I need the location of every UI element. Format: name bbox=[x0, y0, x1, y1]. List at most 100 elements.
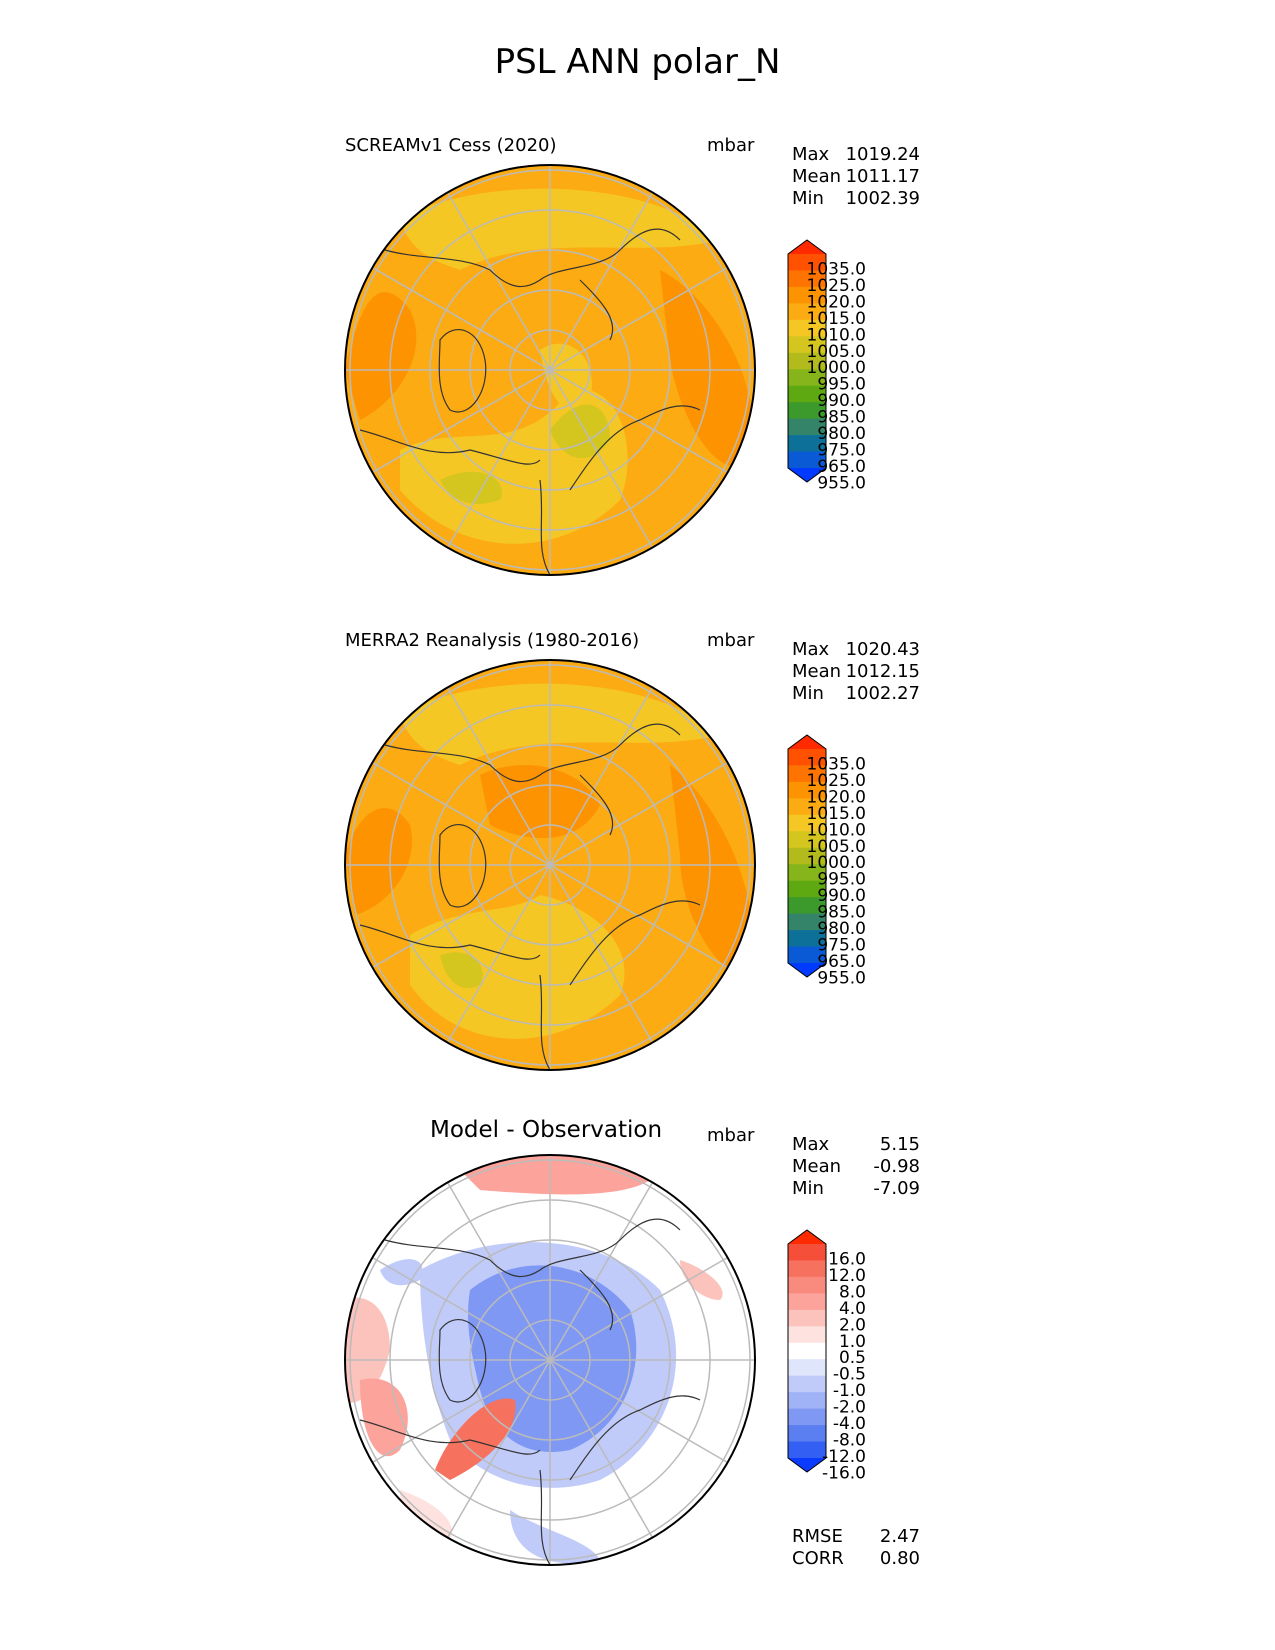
colorbar-tick-label: 985.0 bbox=[817, 408, 866, 428]
colorbar-tick-label: 1025.0 bbox=[807, 771, 866, 791]
colorbar-swatch bbox=[788, 1309, 826, 1327]
colorbar-swatch bbox=[788, 319, 826, 337]
colorbar-tick-label: 990.0 bbox=[817, 886, 866, 906]
colorbar-swatch bbox=[788, 385, 826, 403]
colorbar-swatch bbox=[788, 1293, 826, 1311]
polar-map bbox=[344, 659, 756, 1071]
colorbar-tick-label: 1035.0 bbox=[807, 754, 866, 774]
colorbar-swatch bbox=[788, 1244, 826, 1261]
colorbar-swatch bbox=[788, 286, 826, 304]
colorbar-tick-label: 0.5 bbox=[839, 1348, 866, 1368]
stat-label: Max bbox=[792, 144, 830, 165]
colorbar-tick-label: 955.0 bbox=[817, 968, 866, 988]
stat-value: 1020.43 bbox=[845, 639, 920, 660]
colorbar-swatch bbox=[788, 798, 826, 816]
colorbar-swatch bbox=[788, 880, 826, 898]
colorbar: 1035.01025.01020.01015.01010.01005.01000… bbox=[787, 734, 866, 988]
colorbar-tick-label: 12.0 bbox=[828, 1266, 866, 1286]
stat-value: -0.98 bbox=[873, 1156, 920, 1177]
stat-label: Mean bbox=[792, 166, 842, 187]
polar-map bbox=[344, 1154, 756, 1566]
units-label: mbar bbox=[707, 135, 755, 156]
colorbar-tick-label: 1000.0 bbox=[807, 358, 866, 378]
units-label: mbar bbox=[707, 1125, 755, 1146]
colorbar-tick-label: 1035.0 bbox=[807, 259, 866, 279]
stat-label: Mean bbox=[792, 661, 842, 682]
colorbar-swatch bbox=[788, 435, 826, 453]
stat-value: 1012.15 bbox=[845, 661, 920, 682]
colorbar-swatch bbox=[788, 864, 826, 882]
colorbar-tick-label: 1015.0 bbox=[807, 804, 866, 824]
colorbar-swatch bbox=[788, 1276, 826, 1294]
colorbar-tick-label: 2.0 bbox=[839, 1315, 866, 1335]
colorbar-tick-label: -4.0 bbox=[833, 1414, 866, 1434]
colorbar-tick-label: 1015.0 bbox=[807, 309, 866, 329]
colorbar-tick-label: 985.0 bbox=[817, 903, 866, 923]
panel-model: SCREAMv1 Cess (2020) mbar Max 1019.24 Mea… bbox=[0, 0, 1275, 576]
colorbar-tick-label: -0.5 bbox=[833, 1365, 866, 1385]
colorbar-swatch bbox=[788, 749, 826, 766]
stat-value: 1011.17 bbox=[845, 166, 920, 187]
colorbar-tick-label: 1000.0 bbox=[807, 853, 866, 873]
colorbar-swatch bbox=[788, 451, 826, 469]
stats-box: Max 1019.24 Mean 1011.17 Min 1002.39 bbox=[792, 144, 920, 210]
stat-value: 1019.24 bbox=[845, 144, 920, 165]
colorbar-tick-label: 995.0 bbox=[817, 870, 866, 890]
panel-title: SCREAMv1 Cess (2020) bbox=[345, 135, 557, 156]
colorbar-swatch bbox=[788, 814, 826, 832]
colorbar-tick-label: 1005.0 bbox=[807, 342, 866, 362]
colorbar-tick-label: 1010.0 bbox=[807, 820, 866, 840]
colorbar-tick-label: 965.0 bbox=[817, 457, 866, 477]
polar-map bbox=[344, 164, 756, 576]
colorbar-swatch bbox=[788, 352, 826, 370]
colorbar-tick-label: -8.0 bbox=[833, 1431, 866, 1451]
colorbar-tick-label: 1025.0 bbox=[807, 276, 866, 296]
colorbar-tick-label: -16.0 bbox=[822, 1463, 866, 1483]
colorbar-swatch bbox=[788, 735, 826, 749]
colorbar-outline bbox=[787, 1229, 827, 1473]
summary-stats: RMSE 2.47 CORR 0.80 bbox=[792, 1526, 920, 1570]
colorbar-swatch bbox=[788, 913, 826, 931]
colorbar-tick-label: 1005.0 bbox=[807, 837, 866, 857]
stat-label: Min bbox=[792, 188, 824, 209]
colorbar-tick-label: 1020.0 bbox=[807, 787, 866, 807]
colorbar-swatch bbox=[788, 254, 826, 271]
stat-value: -7.09 bbox=[873, 1178, 920, 1199]
colorbar-tick-label: -12.0 bbox=[822, 1447, 866, 1467]
units-label: mbar bbox=[707, 630, 755, 651]
figure-title: PSL ANN polar_N bbox=[494, 42, 781, 82]
stat-value: 1002.39 bbox=[845, 188, 920, 209]
colorbar-tick-label: 8.0 bbox=[839, 1282, 866, 1302]
colorbar-tick-label: 4.0 bbox=[839, 1299, 866, 1319]
colorbar-swatch bbox=[788, 1425, 826, 1443]
colorbar-swatch bbox=[788, 1375, 826, 1393]
colorbar-swatch bbox=[788, 303, 826, 321]
colorbar-tick-label: 980.0 bbox=[817, 919, 866, 939]
colorbar-tick-label: 1010.0 bbox=[807, 325, 866, 345]
colorbar-swatch bbox=[788, 336, 826, 354]
colorbar-swatch bbox=[788, 831, 826, 849]
colorbar-swatch bbox=[788, 946, 826, 964]
colorbar-swatch bbox=[788, 781, 826, 799]
colorbar-tick-label: 975.0 bbox=[817, 936, 866, 956]
colorbar-tick-label: 1020.0 bbox=[807, 292, 866, 312]
colorbar-tick-label: 975.0 bbox=[817, 441, 866, 461]
stat-value: 1002.27 bbox=[845, 683, 920, 704]
panel-obs: MERRA2 Reanalysis (1980-2016) mbar Max 10… bbox=[0, 495, 1275, 1071]
colorbar-swatch bbox=[788, 240, 826, 254]
colorbar-swatch bbox=[788, 1326, 826, 1344]
colorbar-swatch bbox=[788, 1230, 826, 1244]
colorbar-swatch bbox=[788, 1458, 826, 1472]
stat-label: Max bbox=[792, 639, 830, 660]
stats-box: Max 1020.43 Mean 1012.15 Min 1002.27 bbox=[792, 639, 920, 705]
panel-title: MERRA2 Reanalysis (1980-2016) bbox=[345, 630, 640, 651]
stat-label: Max bbox=[792, 1134, 830, 1155]
stat-label: Min bbox=[792, 1178, 824, 1199]
colorbar-swatch bbox=[788, 369, 826, 387]
summary-label: CORR bbox=[792, 1548, 844, 1569]
panel-title: Model - Observation bbox=[430, 1117, 663, 1143]
colorbar-outline bbox=[787, 239, 827, 483]
colorbar-swatch bbox=[788, 402, 826, 420]
colorbar-tick-label: -2.0 bbox=[833, 1398, 866, 1418]
colorbar-swatch bbox=[788, 1359, 826, 1377]
